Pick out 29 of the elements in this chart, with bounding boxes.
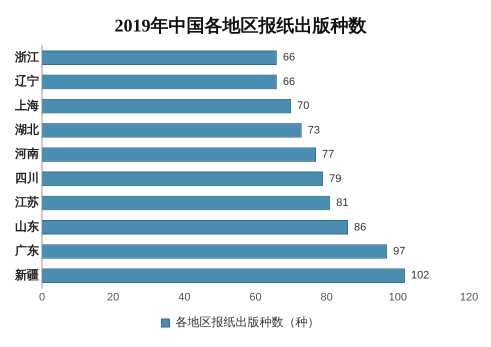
y-tick-label: 广东 [14,244,39,258]
y-tick-label: 上海 [14,98,39,112]
x-tick-label: 80 [320,291,333,304]
data-label: 97 [393,246,406,258]
x-tick-label: 20 [107,291,120,304]
data-label: 70 [297,100,310,112]
y-tick-label: 河南 [14,146,39,161]
x-tick-label: 120 [460,291,478,304]
y-tick-label: 四川 [15,170,39,185]
x-tick-label: 100 [388,291,408,304]
y-tick-label: 浙江 [14,50,39,64]
y-tick-label: 山东 [15,219,39,234]
data-label: 81 [336,197,348,210]
data-label: 86 [354,221,366,234]
x-tick-label: 40 [178,291,190,304]
y-tick-label: 江苏 [14,195,39,210]
data-label: 77 [322,148,334,161]
y-tick-label: 湖北 [14,122,40,136]
y-tick-label: 新疆 [14,268,39,282]
legend-label: 各地区报纸出版种数（种） [176,315,320,330]
y-tick-label: 辽宁 [14,74,39,88]
data-label: 102 [410,270,430,282]
chart-title: 2019年中国各地区报纸出版种数 [114,15,368,36]
data-label: 66 [282,76,296,88]
data-label: 73 [308,124,320,136]
data-label: 79 [329,172,342,185]
data-label: 66 [282,52,296,64]
x-tick-label: 0 [38,291,46,304]
x-tick-label: 60 [249,291,262,304]
